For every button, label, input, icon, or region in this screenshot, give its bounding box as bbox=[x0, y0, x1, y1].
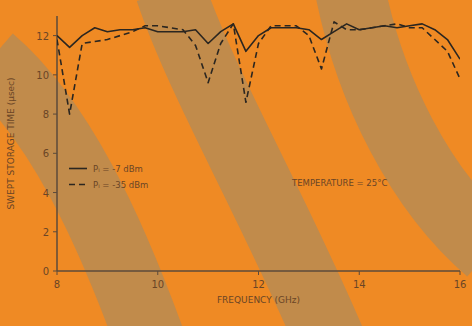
y-axis bbox=[56, 16, 58, 271]
x-tick bbox=[359, 271, 360, 275]
x-tick bbox=[460, 271, 461, 275]
background-band bbox=[350, 0, 472, 250]
y-tick-label: 10 bbox=[36, 70, 49, 81]
y-tick-label: 8 bbox=[43, 109, 49, 120]
x-tick bbox=[157, 271, 158, 275]
x-axis-label: FREQUENCY (GHz) bbox=[217, 295, 300, 305]
plot-area bbox=[57, 22, 460, 114]
y-tick-label: 6 bbox=[43, 148, 49, 159]
background-band bbox=[170, 0, 330, 326]
annotation: TEMPERATURE = 25°C bbox=[291, 178, 387, 188]
y-tick-label: 0 bbox=[43, 266, 49, 277]
x-tick-label: 12 bbox=[252, 279, 265, 290]
x-tick-label: 10 bbox=[151, 279, 164, 290]
y-tick-label: 2 bbox=[43, 227, 49, 238]
chart: 0 2 4 6 8 10 12 8 10 12 14 16 FREQUENCY (GHz) SWEPT S… bbox=[0, 0, 472, 326]
x-tick-label: 8 bbox=[54, 279, 60, 290]
x-tick bbox=[57, 271, 58, 275]
x-tick bbox=[258, 271, 259, 275]
background-band bbox=[0, 60, 150, 326]
legend-swatch bbox=[69, 168, 87, 170]
legend-label: Pᵢ = -35 dBm bbox=[93, 180, 148, 190]
y-tick bbox=[53, 271, 57, 272]
y-tick bbox=[53, 114, 57, 115]
x-tick-label: 14 bbox=[353, 279, 366, 290]
y-tick bbox=[53, 231, 57, 232]
legend-label: Pᵢ = -7 dBm bbox=[93, 164, 143, 174]
y-axis-label: SWEPT STORAGE TIME (μsec) bbox=[6, 77, 16, 209]
y-tick bbox=[53, 192, 57, 193]
y-tick bbox=[53, 35, 57, 36]
y-tick bbox=[53, 74, 57, 75]
series-line bbox=[57, 24, 460, 59]
y-tick-label: 4 bbox=[43, 188, 49, 199]
y-tick-label: 12 bbox=[36, 31, 49, 42]
y-tick bbox=[53, 153, 57, 154]
legend-swatch bbox=[69, 184, 87, 186]
series-line bbox=[57, 22, 460, 114]
x-tick-label: 16 bbox=[454, 279, 467, 290]
